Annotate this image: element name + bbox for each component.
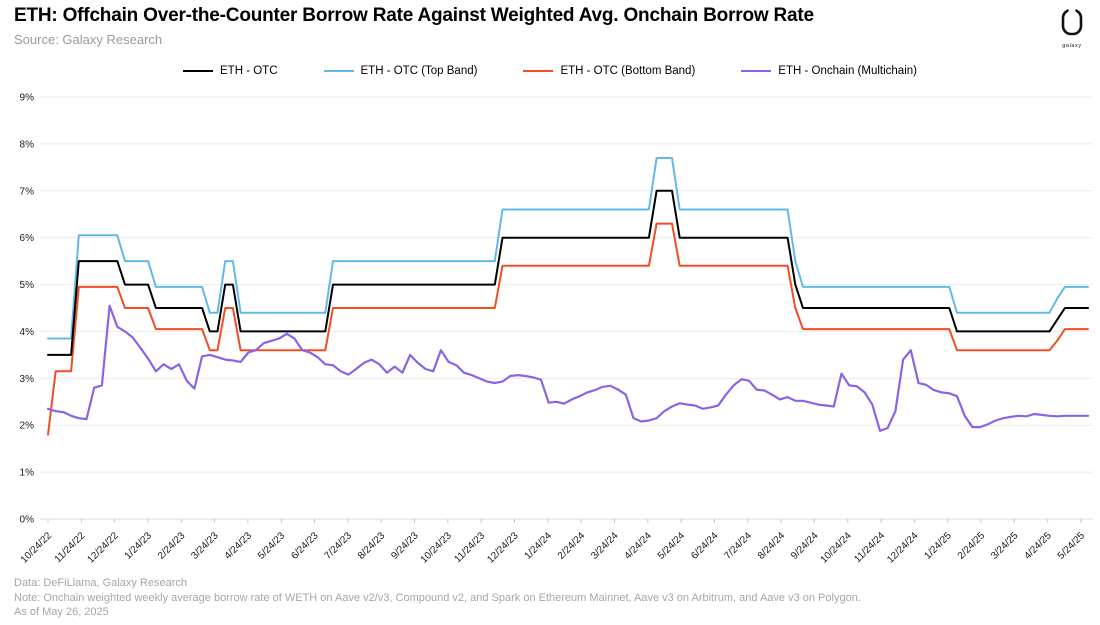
x-axis-tick-label: 4/24/25 — [1022, 530, 1054, 562]
legend-swatch-icon — [523, 70, 554, 72]
page-title: ETH: Offchain Over-the-Counter Borrow Ra… — [14, 5, 814, 26]
legend-swatch-icon — [323, 70, 354, 72]
x-axis-tick-label: 11/24/23 — [453, 530, 488, 565]
x-axis-tick-label: 12/24/24 — [885, 530, 921, 566]
legend-label: ETH - OTC (Bottom Band) — [560, 65, 696, 77]
x-axis-tick-label: 5/24/25 — [1056, 530, 1088, 562]
legend-item-2: ETH - OTC (Bottom Band) — [523, 65, 695, 77]
x-axis-tick-label: 10/24/23 — [419, 530, 455, 566]
x-axis-tick-label: 11/24/24 — [852, 530, 887, 565]
y-axis-tick-label: 8% — [20, 139, 35, 150]
series-line-2 — [47, 222, 1089, 436]
x-axis-tick-label: 8/24/23 — [356, 530, 388, 562]
x-axis-tick-label: 1/24/25 — [922, 530, 954, 562]
x-axis-tick-label: 3/24/24 — [589, 530, 621, 562]
legend-item-1: ETH - OTC (Top Band) — [323, 65, 478, 77]
x-axis-tick-label: 2/24/25 — [956, 530, 988, 562]
x-axis-tick-label: 12/24/23 — [485, 530, 521, 566]
y-axis-tick-label: 2% — [20, 421, 35, 432]
series-line-1 — [47, 157, 1089, 340]
x-axis-tick-label: 5/24/23 — [256, 530, 288, 562]
chart-legend: ETH - OTC ETH - OTC (Top Band) ETH - OTC (… — [0, 65, 1100, 77]
x-axis-tick-label: 4/24/24 — [623, 530, 655, 562]
x-axis-tick-label: 3/24/23 — [189, 530, 221, 562]
x-axis-tick-label: 9/24/23 — [389, 530, 421, 562]
y-axis-tick-label: 6% — [20, 233, 35, 244]
y-axis-tick-label: 1% — [20, 468, 35, 479]
x-axis-tick-label: 8/24/24 — [756, 530, 788, 562]
y-axis-tick-label: 0% — [20, 515, 35, 526]
legend-label: ETH - OTC — [220, 65, 278, 77]
footer-note: Note: Onchain weighted weekly average bo… — [14, 591, 861, 604]
galaxy-logo-icon — [1061, 7, 1083, 36]
y-axis-tick-label: 5% — [20, 280, 35, 291]
x-axis-tick-label: 5/24/24 — [656, 530, 688, 562]
x-axis-tick-label: 7/24/24 — [723, 530, 755, 562]
legend-swatch-icon — [741, 70, 772, 72]
series-line-0 — [47, 189, 1089, 356]
x-axis-tick-label: 4/24/23 — [223, 530, 255, 562]
legend-label: ETH - OTC (Top Band) — [360, 65, 478, 77]
y-axis-tick-label: 4% — [20, 327, 35, 338]
x-axis-tick-label: 6/24/23 — [289, 530, 321, 562]
legend-label: ETH - Onchain (Multichain) — [778, 65, 917, 77]
line-chart: 0%1%2%3%4%5%6%7%8%9%10/24/2211/24/2212/2… — [19, 93, 1093, 566]
x-axis-tick-label: 1/24/23 — [123, 530, 155, 562]
legend-item-0: ETH - OTC — [183, 65, 278, 77]
x-axis-tick-label: 11/24/22 — [53, 530, 88, 565]
x-axis-tick-label: 10/24/24 — [819, 530, 855, 566]
legend-swatch-icon — [183, 70, 213, 72]
footer-data-source: Data: DeFiLlama, Galaxy Research — [14, 577, 188, 589]
y-axis-tick-label: 9% — [20, 93, 35, 104]
y-axis-tick-label: 7% — [20, 186, 35, 197]
source-label: Source: Galaxy Research — [14, 32, 163, 47]
galaxy-logo-label: galaxy — [1062, 43, 1082, 49]
x-axis-tick-label: 12/24/22 — [85, 530, 121, 566]
legend-item-3: ETH - Onchain (Multichain) — [741, 65, 917, 77]
footer-as-of: As of May 26, 2025 — [14, 606, 109, 618]
galaxy-logo: galaxy — [1055, 7, 1089, 49]
x-axis-tick-label: 7/24/23 — [323, 530, 355, 562]
x-axis-tick-label: 3/24/25 — [989, 530, 1021, 562]
series-line-3 — [46, 304, 1090, 432]
x-axis-tick-label: 9/24/24 — [789, 530, 821, 562]
chart-footer: Data: DeFiLlama, Galaxy Research Note: O… — [14, 576, 861, 620]
y-axis-tick-label: 3% — [20, 374, 35, 385]
x-axis-tick-label: 2/24/23 — [156, 530, 188, 562]
x-axis-tick-label: 10/24/22 — [19, 530, 55, 566]
x-axis-tick-label: 2/24/24 — [556, 530, 588, 562]
x-axis-tick-label: 1/24/24 — [523, 530, 555, 562]
x-axis-tick-label: 6/24/24 — [689, 530, 721, 562]
